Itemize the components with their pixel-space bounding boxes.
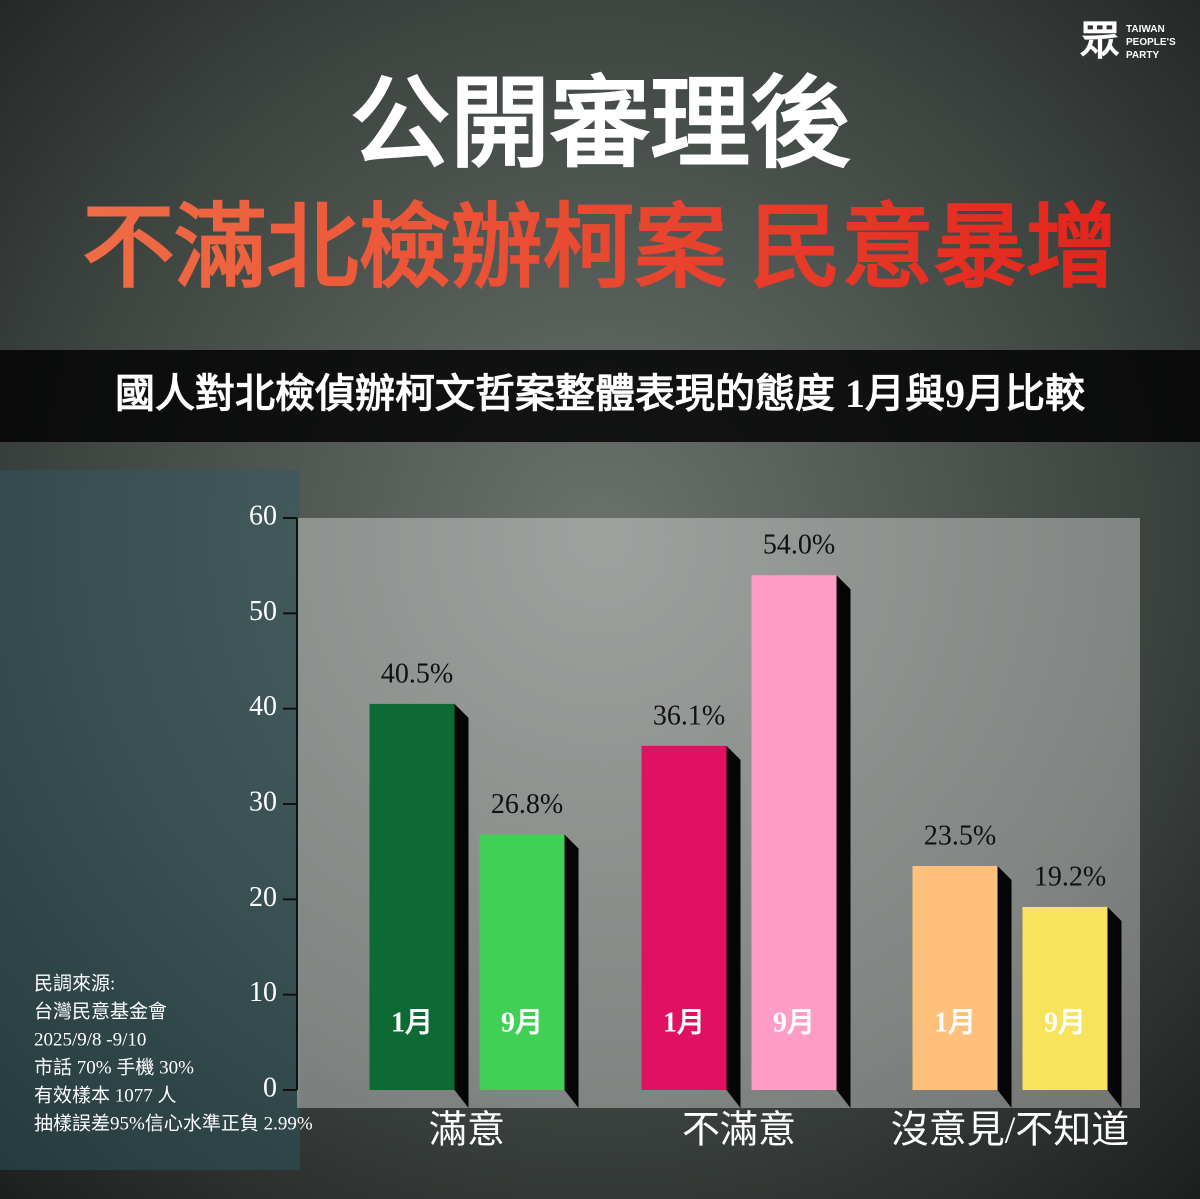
bar-side	[454, 703, 469, 1108]
y-tick-label: 10	[249, 977, 277, 1008]
subtitle-band	[0, 350, 1200, 442]
bar-side	[726, 745, 741, 1108]
bar	[369, 703, 455, 1090]
bar	[641, 745, 727, 1090]
bar-side	[836, 575, 851, 1108]
headline: 不滿北檢辦柯案 民意暴增	[82, 197, 1117, 299]
bar-side	[997, 865, 1012, 1108]
logo: 眾	[1080, 18, 1120, 63]
value-label: 26.8%	[491, 789, 563, 820]
y-tick-label: 40	[249, 691, 277, 722]
bar-side	[564, 834, 579, 1108]
series-label: 1月	[934, 1007, 976, 1038]
source-notes: 民調來源: 台灣民意基金會 2025/9/8 -9/10 市話 70% 手機 30% 有…	[34, 972, 313, 1134]
bar-side	[1107, 906, 1122, 1108]
subtitle: 國人對北檢偵辦柯文哲案整體表現的態度 1月與9月比較	[115, 371, 1086, 416]
value-label: 40.5%	[381, 658, 453, 689]
background-photo	[0, 470, 300, 1170]
source-note: 抽樣誤差95%信心水準正負 2.99%	[34, 1112, 313, 1134]
source-note: 2025/9/8 -9/10	[34, 1029, 146, 1050]
value-label: 19.2%	[1034, 861, 1106, 892]
source-note: 民調來源:	[34, 972, 115, 994]
bar	[751, 575, 837, 1090]
value-label: 54.0%	[763, 530, 835, 561]
bar	[479, 834, 565, 1090]
series-label: 9月	[501, 1007, 543, 1038]
series-label: 1月	[391, 1007, 433, 1038]
source-note: 有效樣本 1077 人	[34, 1084, 177, 1106]
series-label: 9月	[773, 1007, 815, 1038]
bar	[1022, 906, 1108, 1090]
bar	[912, 865, 998, 1090]
y-tick-label: 30	[249, 786, 277, 817]
value-label: 23.5%	[924, 820, 996, 851]
x-tick-label: 不滿意	[682, 1110, 796, 1152]
x-tick-label: 沒意見/不知道	[891, 1110, 1130, 1152]
y-tick-label: 20	[249, 882, 277, 913]
party-name: TAIWAN	[1126, 24, 1165, 35]
source-note: 市話 70% 手機 30%	[34, 1056, 194, 1078]
series-label: 1月	[663, 1007, 705, 1038]
title: 公開審理後	[350, 69, 851, 180]
party-name: PEOPLE'S	[1126, 37, 1176, 48]
value-label: 36.1%	[653, 700, 725, 731]
source-note: 台灣民意基金會	[34, 1000, 167, 1022]
y-tick-label: 0	[263, 1072, 277, 1103]
series-label: 9月	[1044, 1007, 1086, 1038]
party-name: PARTY	[1126, 50, 1159, 61]
y-tick-label: 60	[249, 500, 277, 531]
x-tick-label: 滿意	[429, 1110, 505, 1152]
y-tick-label: 50	[249, 596, 277, 627]
